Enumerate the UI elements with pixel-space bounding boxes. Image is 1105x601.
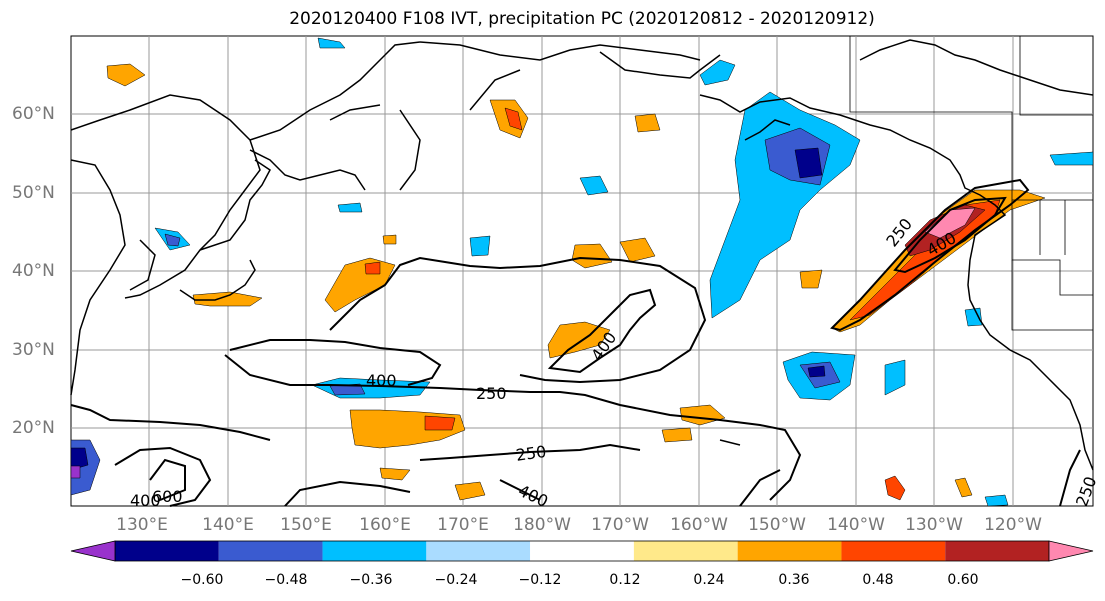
colorbar-cell	[218, 541, 323, 561]
lat-label: 30°N	[12, 340, 55, 360]
colorbar-tick-label: 0.12	[609, 572, 641, 588]
lat-label: 20°N	[12, 418, 55, 438]
lon-label: 150°W	[748, 515, 806, 535]
colorbar-tick-label: −0.12	[518, 572, 562, 588]
lon-label: 170°E	[437, 515, 489, 535]
lon-label: 160°E	[359, 515, 411, 535]
colorbar-tick-label: 0.36	[778, 572, 810, 588]
colorbar-tick-label: 0.48	[862, 572, 894, 588]
contour-label: 400	[366, 371, 397, 390]
lon-label: 180°W	[513, 515, 571, 535]
lat-label: 60°N	[12, 104, 55, 124]
colorbar-tick-label: 0.24	[693, 572, 725, 588]
contour-label: 250	[515, 442, 548, 465]
lon-label: 140°E	[202, 515, 254, 535]
colorbar-tick-label: −0.24	[434, 572, 478, 588]
colorbar	[70, 540, 1094, 562]
colorbar-tick-label: −0.60	[180, 572, 224, 588]
colorbar-right-extension	[1048, 540, 1094, 562]
map-title: 2020120400 F108 IVT, precipitation PC (2…	[289, 9, 875, 29]
colorbar-cell	[115, 541, 219, 561]
coastlines	[70, 39, 1094, 471]
colorbar-cell	[633, 541, 738, 561]
lon-label: 120°W	[984, 515, 1042, 535]
colorbar-left-extension	[70, 540, 116, 562]
colorbar-cell	[426, 541, 531, 561]
lon-label: 130°E	[116, 515, 168, 535]
colorbar-cell	[841, 541, 946, 561]
lon-label: 130°W	[905, 515, 963, 535]
contour-label: 250	[476, 384, 507, 403]
colorbar-cell	[945, 541, 1049, 561]
colorbar-cell	[530, 541, 634, 561]
gridlines	[71, 36, 1093, 506]
borders	[849, 36, 1093, 331]
lon-label: 140°W	[827, 515, 885, 535]
lat-label: 40°N	[12, 261, 55, 281]
lon-label: 160°W	[670, 515, 728, 535]
lat-label: 50°N	[12, 183, 55, 203]
colorbar-cell	[322, 541, 427, 561]
colorbar-tick-label: −0.36	[349, 572, 393, 588]
precip-shading	[70, 37, 1094, 507]
colorbar-cell	[737, 541, 842, 561]
colorbar-tick-label: 0.60	[947, 572, 979, 588]
lon-label: 150°E	[280, 515, 332, 535]
contour-label: 600	[152, 487, 183, 506]
contour-label: 400	[130, 491, 161, 510]
lon-label: 170°W	[591, 515, 649, 535]
ivt-contours	[70, 178, 1081, 507]
colorbar-tick-label: −0.48	[264, 572, 308, 588]
